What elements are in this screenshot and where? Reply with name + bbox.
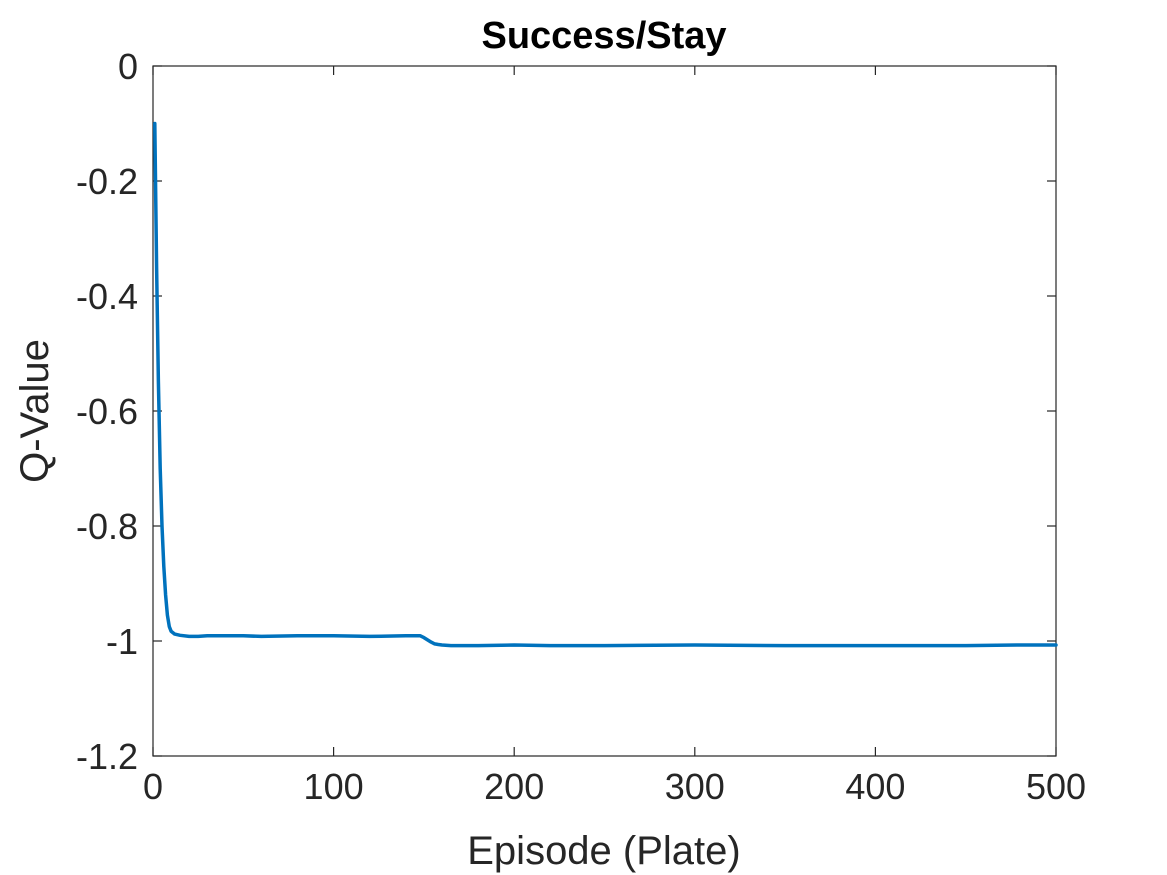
chart-title: Success/Stay <box>481 15 726 57</box>
x-tick-label: 500 <box>1026 766 1086 807</box>
x-tick-label: 300 <box>665 766 725 807</box>
y-tick-label: -1.2 <box>76 736 138 777</box>
y-tick-label: 0 <box>118 46 138 87</box>
plot-area: 0 100 200 300 400 500 0 -0.2 -0.4 -0.6 -0.8 -1 -1.2 <box>76 46 1086 807</box>
y-tick-label: -0.2 <box>76 161 138 202</box>
x-tick-label: 100 <box>304 766 364 807</box>
y-tick-label: -0.6 <box>76 391 138 432</box>
y-tick-label: -1 <box>106 621 138 662</box>
x-tick-label: 400 <box>845 766 905 807</box>
x-axis-label: Episode (Plate) <box>467 829 740 873</box>
x-tick-label: 0 <box>143 766 163 807</box>
x-tick-label: 200 <box>484 766 544 807</box>
y-axis-label: Q-Value <box>13 339 57 483</box>
y-tick-label: -0.4 <box>76 276 138 317</box>
y-tick-label: -0.8 <box>76 506 138 547</box>
series-line <box>153 121 1058 648</box>
